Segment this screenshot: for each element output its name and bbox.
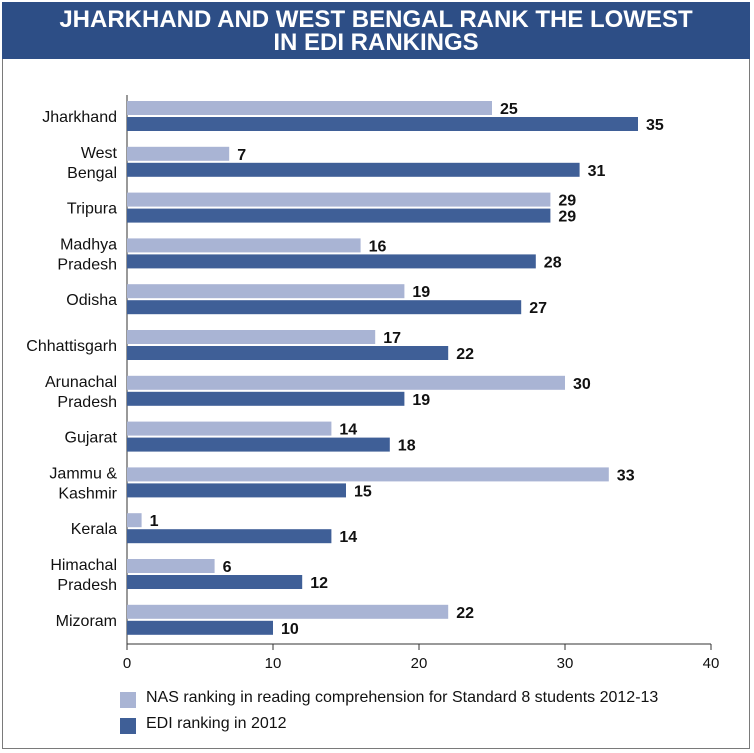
data-label-edi: 14 — [339, 529, 357, 546]
data-label-edi: 10 — [281, 621, 299, 638]
bar-nas — [127, 421, 332, 436]
data-label-nas: 7 — [237, 147, 246, 164]
category-label: Mizoram — [56, 613, 117, 630]
bar-nas — [127, 284, 405, 299]
data-label-nas: 30 — [573, 376, 591, 393]
category-label: Kashmir — [58, 485, 117, 502]
chart-title-line-1: JHARKHAND AND WEST BENGAL RANK THE LOWES… — [59, 6, 693, 33]
data-label-edi: 27 — [529, 300, 547, 317]
title-banner: JHARKHAND AND WEST BENGAL RANK THE LOWES… — [2, 2, 750, 59]
category-label: Chhattisgarh — [26, 338, 117, 355]
bar-edi — [127, 117, 638, 131]
legend-label-edi: EDI ranking in 2012 — [146, 715, 287, 732]
data-label-nas: 22 — [456, 605, 474, 622]
bar-edi — [127, 391, 405, 406]
data-label-edi: 29 — [558, 209, 576, 226]
chart-title-line-2: IN EDI RANKINGS — [273, 29, 479, 56]
category-label: Pradesh — [57, 394, 117, 411]
data-label-edi: 19 — [412, 392, 430, 409]
category-label: Gujarat — [65, 430, 118, 447]
category-label: Himachal — [50, 557, 117, 574]
bar-edi — [127, 346, 449, 360]
category-label: West — [81, 145, 118, 162]
data-label-nas: 29 — [558, 193, 576, 210]
bar-nas — [127, 375, 565, 390]
bar-nas — [127, 559, 215, 573]
x-tick-label: 30 — [557, 655, 574, 672]
data-label-nas: 33 — [617, 467, 635, 484]
bar-edi — [127, 208, 551, 223]
bar-nas — [127, 467, 609, 482]
bar-nas — [127, 238, 361, 253]
x-tick-label: 0 — [123, 655, 131, 672]
bar-edi — [127, 162, 580, 177]
data-label-edi: 15 — [354, 483, 372, 500]
bar-edi — [127, 437, 390, 452]
bar-edi — [127, 529, 332, 544]
bar-nas — [127, 604, 449, 619]
data-label-edi: 18 — [398, 438, 416, 455]
category-label: Pradesh — [57, 256, 117, 273]
category-label: Pradesh — [57, 577, 117, 594]
bar-nas — [127, 513, 142, 528]
category-label: Kerala — [71, 521, 117, 538]
bar-edi — [127, 300, 522, 315]
legend-label-nas: NAS ranking in reading comprehension for… — [146, 689, 659, 706]
bar-nas — [127, 192, 551, 207]
bar-edi — [127, 483, 346, 498]
data-label-edi: 31 — [588, 163, 606, 180]
bar-nas — [127, 101, 492, 115]
legend-swatch-nas — [120, 692, 136, 708]
data-label-nas: 19 — [412, 284, 430, 301]
data-label-edi: 12 — [310, 575, 328, 592]
data-label-edi: 35 — [646, 117, 664, 134]
category-label: Odisha — [66, 292, 117, 309]
data-label-nas: 14 — [339, 422, 357, 439]
bar-edi — [127, 575, 303, 589]
bar-nas — [127, 146, 230, 161]
data-label-nas: 16 — [369, 238, 387, 255]
x-tick-label: 40 — [703, 655, 720, 672]
category-label: Madhya — [60, 236, 117, 253]
category-label: Arunachal — [45, 374, 117, 391]
x-tick-label: 10 — [265, 655, 282, 672]
data-label-nas: 17 — [383, 330, 401, 347]
x-tick-label: 20 — [411, 655, 428, 672]
data-label-nas: 6 — [223, 559, 232, 576]
category-label: Jharkhand — [42, 109, 117, 126]
category-label: Jammu & — [49, 465, 117, 482]
bar-edi — [127, 254, 536, 269]
bar-edi — [127, 620, 273, 635]
category-label: Bengal — [67, 165, 117, 182]
data-label-nas: 25 — [500, 101, 518, 118]
bar-nas — [127, 330, 376, 344]
data-label-edi: 22 — [456, 346, 474, 363]
category-label: Tripura — [67, 201, 117, 218]
legend-swatch-edi — [120, 718, 136, 734]
data-label-edi: 28 — [544, 254, 562, 271]
data-label-nas: 1 — [150, 513, 159, 530]
